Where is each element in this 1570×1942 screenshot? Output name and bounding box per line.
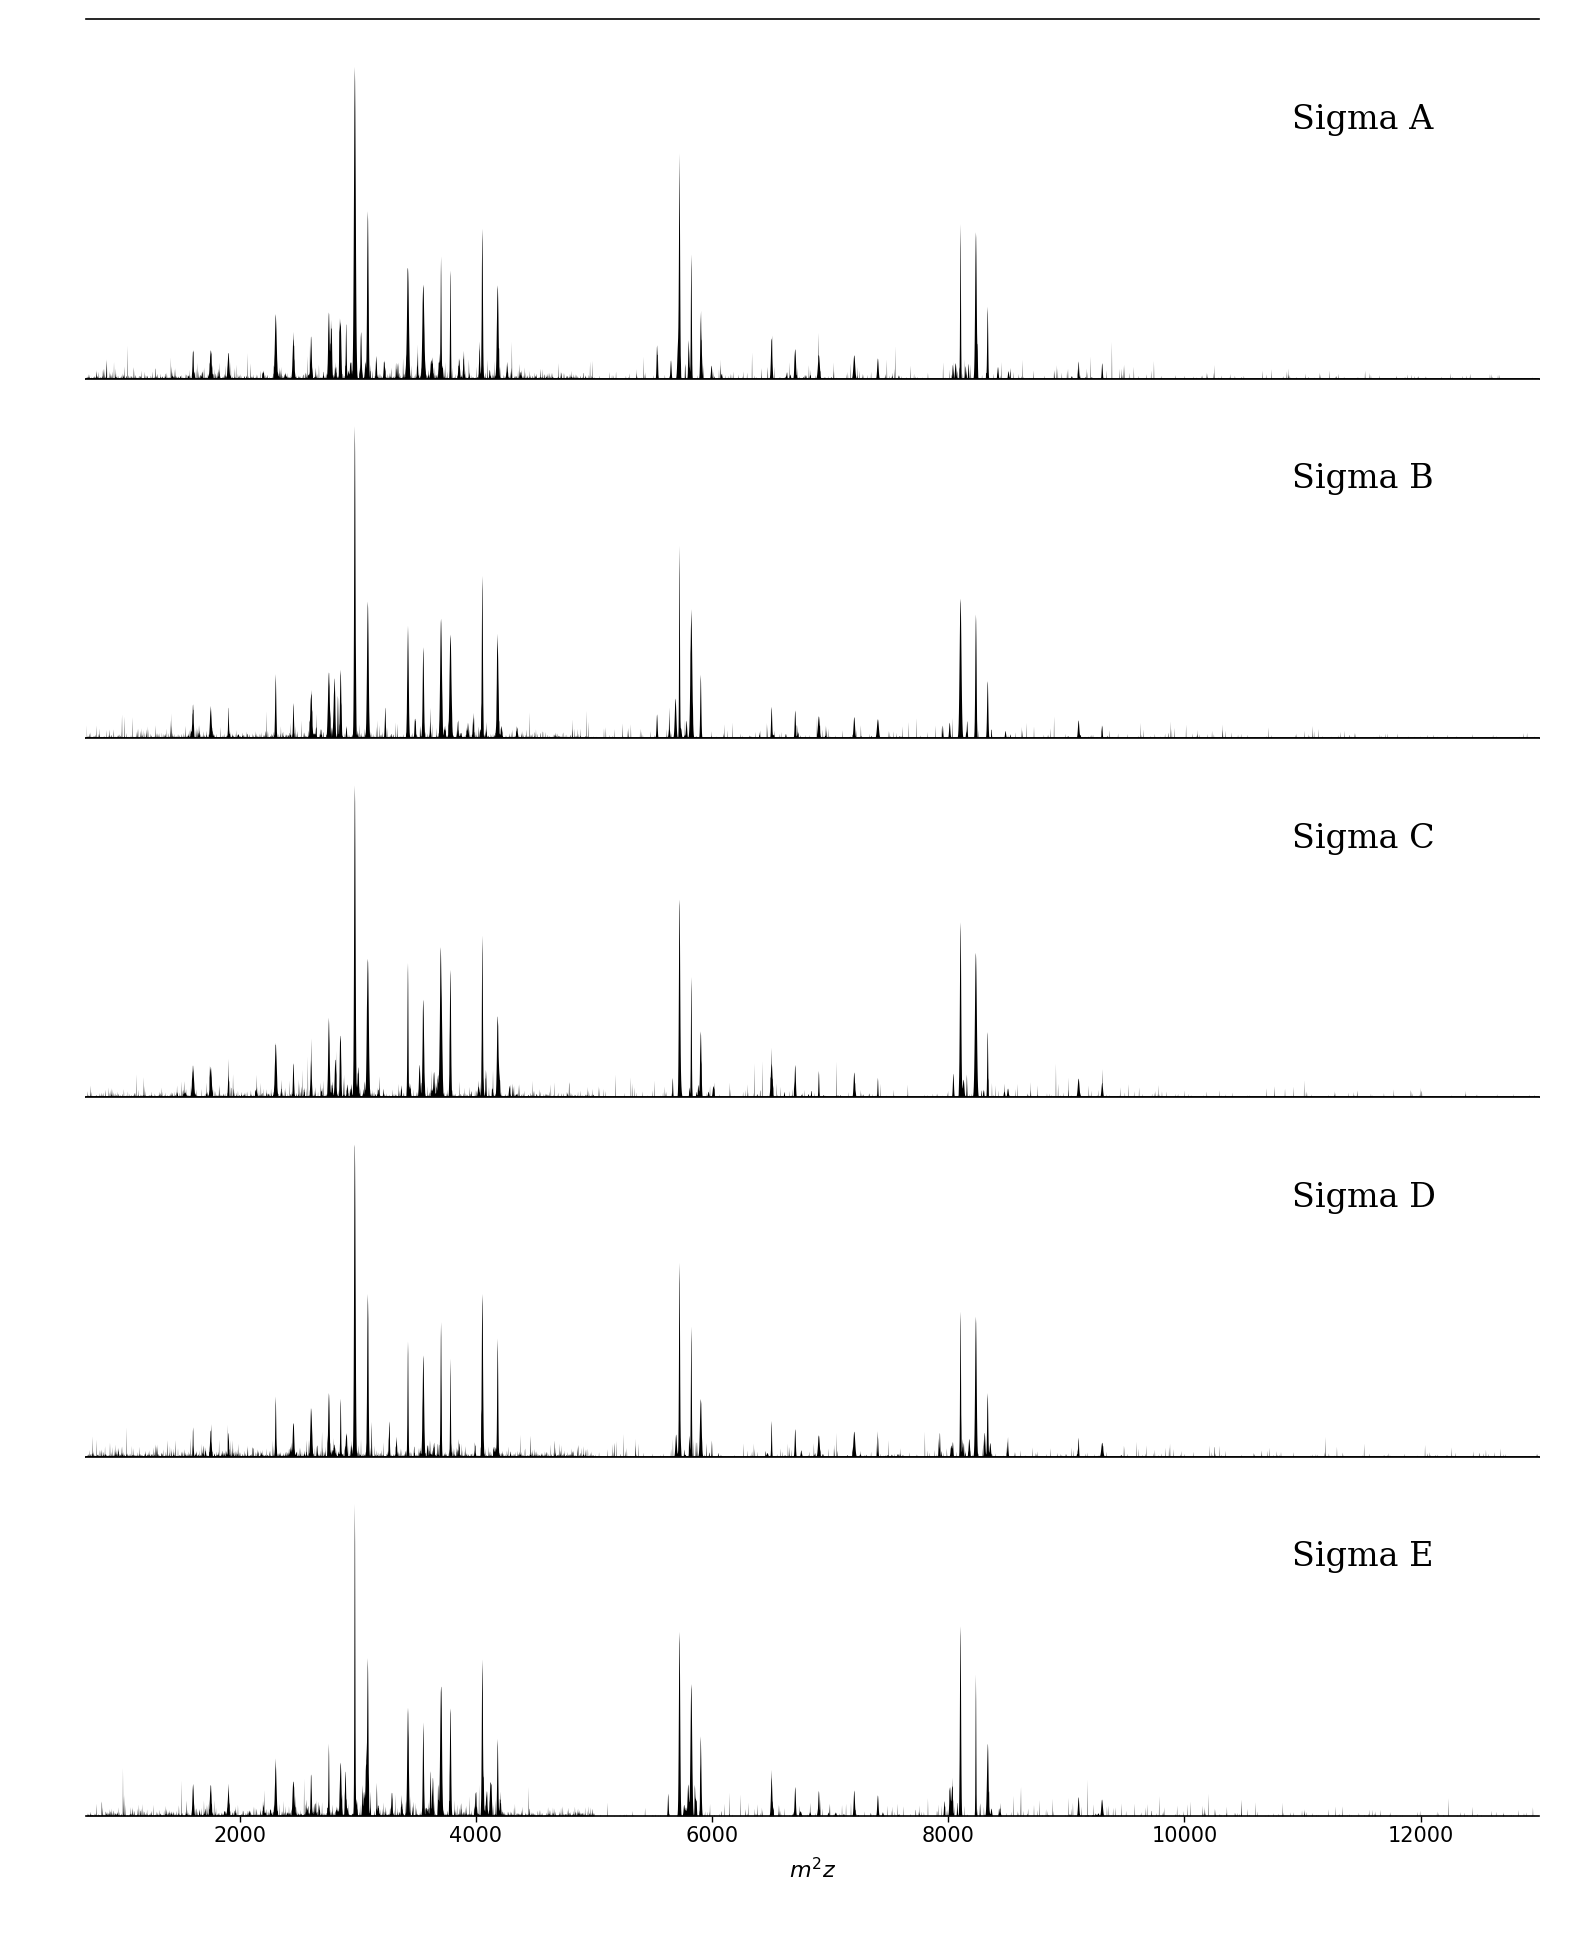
Text: Sigma B: Sigma B (1292, 464, 1433, 495)
X-axis label: $m^{2}z$: $m^{2}z$ (788, 1857, 837, 1882)
Text: Sigma A: Sigma A (1292, 105, 1433, 136)
Text: Sigma E: Sigma E (1292, 1542, 1433, 1573)
Text: Sigma D: Sigma D (1292, 1183, 1435, 1214)
Text: Sigma C: Sigma C (1292, 823, 1435, 854)
